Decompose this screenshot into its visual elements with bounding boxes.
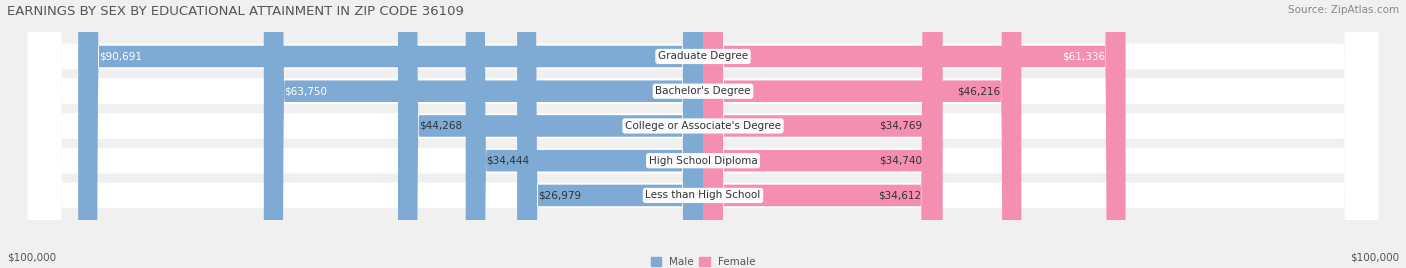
FancyBboxPatch shape bbox=[28, 0, 1378, 268]
FancyBboxPatch shape bbox=[28, 0, 1378, 268]
FancyBboxPatch shape bbox=[465, 0, 703, 268]
Text: $100,000: $100,000 bbox=[7, 253, 56, 263]
FancyBboxPatch shape bbox=[264, 0, 703, 268]
Text: Graduate Degree: Graduate Degree bbox=[658, 51, 748, 61]
FancyBboxPatch shape bbox=[703, 0, 942, 268]
FancyBboxPatch shape bbox=[517, 0, 703, 268]
Text: $63,750: $63,750 bbox=[284, 86, 328, 96]
Legend: Male, Female: Male, Female bbox=[651, 257, 755, 267]
FancyBboxPatch shape bbox=[28, 0, 1378, 268]
Text: $90,691: $90,691 bbox=[98, 51, 142, 61]
Text: $61,336: $61,336 bbox=[1062, 51, 1105, 61]
Text: High School Diploma: High School Diploma bbox=[648, 156, 758, 166]
Text: $26,979: $26,979 bbox=[538, 191, 581, 200]
Text: $34,612: $34,612 bbox=[877, 191, 921, 200]
FancyBboxPatch shape bbox=[28, 0, 1378, 268]
FancyBboxPatch shape bbox=[703, 0, 1126, 268]
FancyBboxPatch shape bbox=[79, 0, 703, 268]
FancyBboxPatch shape bbox=[703, 0, 942, 268]
Text: $44,268: $44,268 bbox=[419, 121, 461, 131]
Text: Bachelor's Degree: Bachelor's Degree bbox=[655, 86, 751, 96]
FancyBboxPatch shape bbox=[398, 0, 703, 268]
Text: $34,444: $34,444 bbox=[486, 156, 530, 166]
Text: $34,740: $34,740 bbox=[879, 156, 922, 166]
FancyBboxPatch shape bbox=[28, 0, 1378, 268]
FancyBboxPatch shape bbox=[703, 0, 1021, 268]
FancyBboxPatch shape bbox=[703, 0, 942, 268]
Text: EARNINGS BY SEX BY EDUCATIONAL ATTAINMENT IN ZIP CODE 36109: EARNINGS BY SEX BY EDUCATIONAL ATTAINMEN… bbox=[7, 5, 464, 18]
Text: Source: ZipAtlas.com: Source: ZipAtlas.com bbox=[1288, 5, 1399, 15]
Text: $100,000: $100,000 bbox=[1350, 253, 1399, 263]
Text: $46,216: $46,216 bbox=[957, 86, 1001, 96]
Text: Less than High School: Less than High School bbox=[645, 191, 761, 200]
Text: College or Associate's Degree: College or Associate's Degree bbox=[626, 121, 780, 131]
Text: $34,769: $34,769 bbox=[879, 121, 922, 131]
